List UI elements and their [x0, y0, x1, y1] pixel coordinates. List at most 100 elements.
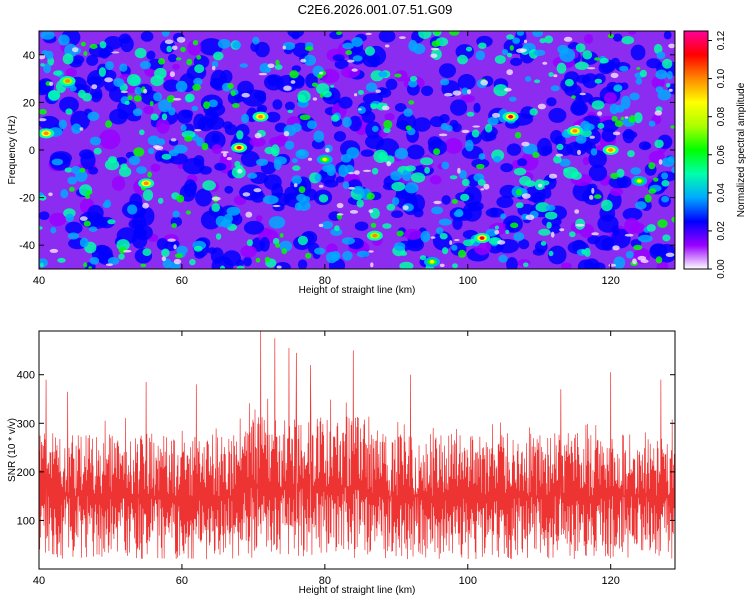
heatmap-cell: [390, 170, 402, 181]
heatmap-cell: [222, 121, 233, 130]
heatmap-cell: [79, 127, 84, 131]
heatmap-cell: [434, 31, 440, 35]
heatmap-cell: [601, 199, 613, 212]
heatmap-cell: [630, 222, 646, 234]
heatmap-cell: [461, 178, 470, 187]
heatmap-cell: [556, 62, 567, 74]
heatmap-cell: [627, 150, 635, 158]
heatmap-cell: [401, 169, 412, 182]
heatmap-cell: [193, 77, 203, 86]
heatmap-cell: [85, 190, 93, 195]
heatmap-cell: [127, 95, 133, 101]
heatmap-cell: [594, 78, 602, 84]
heatmap-cell: [439, 233, 448, 240]
heatmap-cell: [430, 47, 440, 51]
heatmap-cell: [72, 47, 79, 53]
heatmap-cell: [202, 180, 216, 191]
heatmap-cell: [330, 228, 343, 237]
heatmap-cell: [555, 153, 563, 157]
heatmap-cell: [118, 111, 129, 120]
heatmap-cell: [195, 188, 213, 207]
heatmap-cell: [365, 82, 378, 92]
heatmap-cell: [305, 252, 312, 259]
x-tick-label: 120: [602, 275, 620, 287]
heatmap-cell: [406, 144, 425, 160]
heatmap-cell: [140, 31, 154, 42]
heatmap-cell: [559, 228, 565, 232]
heatmap-cell: [67, 232, 80, 240]
heatmap-cell: [193, 155, 205, 167]
heatmap-cell: [330, 84, 335, 88]
heatmap-cell: [661, 172, 669, 180]
heatmap-cell: [608, 263, 617, 267]
heatmap-cell: [396, 230, 404, 237]
heatmap-cell: [338, 164, 349, 177]
heatmap-cell: [67, 176, 78, 185]
heatmap-cell: [661, 195, 670, 203]
heatmap-cell: [498, 254, 508, 263]
heatmap-cell: [256, 158, 268, 166]
heatmap-cell: [208, 99, 218, 108]
heatmap-cell: [391, 181, 406, 192]
heatmap-cell: [654, 110, 662, 116]
heatmap-cell: [298, 186, 306, 194]
heatmap-cell: [168, 107, 176, 116]
heatmap-cell: [545, 211, 558, 220]
heatmap-cell: [368, 250, 374, 253]
heatmap-cell: [69, 186, 75, 192]
heatmap-cell: [318, 184, 324, 188]
heatmap-cell: [48, 90, 61, 101]
heatmap-cell: [348, 115, 362, 132]
heatmap-cell: [128, 219, 143, 230]
heatmap-cell: [64, 167, 73, 173]
heatmap-peak: [424, 256, 441, 267]
colorbar-tick-label: 0.00: [716, 259, 727, 279]
heatmap-cell: [624, 116, 629, 119]
heatmap-cell: [508, 96, 517, 102]
heatmap-cell: [616, 175, 632, 189]
heatmap-cell: [571, 99, 586, 116]
heatmap-cell: [515, 202, 524, 209]
heatmap-peak: [566, 125, 583, 136]
heatmap-cell: [671, 166, 675, 174]
heatmap-cell: [303, 54, 317, 66]
heatmap-cell: [399, 36, 406, 39]
x-tick-label: 100: [459, 575, 477, 587]
heatmap-cell: [461, 87, 469, 95]
heatmap-cell: [419, 255, 427, 261]
heatmap-cell: [571, 95, 576, 99]
heatmap-cell: [256, 104, 268, 114]
heatmap-cell: [671, 216, 675, 223]
heatmap-cell: [58, 119, 67, 130]
heatmap-peak: [138, 178, 155, 189]
heatmap-cell: [497, 240, 506, 245]
heatmap-cell: [480, 79, 489, 86]
heatmap-cell: [342, 181, 350, 190]
heatmap-cell: [418, 31, 432, 39]
heatmap-cell: [615, 104, 625, 113]
heatmap-cell: [591, 100, 605, 110]
heatmap-cell: [282, 45, 286, 50]
heatmap-cell: [490, 207, 498, 217]
heatmap-cell: [657, 219, 668, 228]
heatmap-cell: [171, 45, 178, 51]
heatmap-cell: [79, 216, 88, 221]
heatmap-cell: [576, 74, 591, 84]
heatmap-cell: [371, 125, 379, 132]
heatmap-cell: [510, 57, 523, 66]
heatmap-cell: [452, 90, 462, 96]
heatmap-cell: [548, 250, 554, 257]
heatmap-cell: [272, 99, 283, 110]
heatmap-cell: [431, 206, 444, 215]
heatmap-peak-core: [43, 131, 49, 136]
heatmap-cell: [161, 31, 170, 37]
heatmap-cell: [538, 228, 551, 236]
heatmap-cell: [297, 235, 308, 246]
heatmap-cell: [493, 155, 502, 163]
heatmap-cell: [99, 41, 107, 49]
heatmap-cell: [283, 131, 290, 137]
heatmap-x-axis-label: Height of straight line (km): [299, 285, 416, 296]
heatmap-cell: [408, 100, 415, 105]
heatmap-cell: [376, 87, 388, 96]
heatmap-cell: [236, 265, 245, 269]
